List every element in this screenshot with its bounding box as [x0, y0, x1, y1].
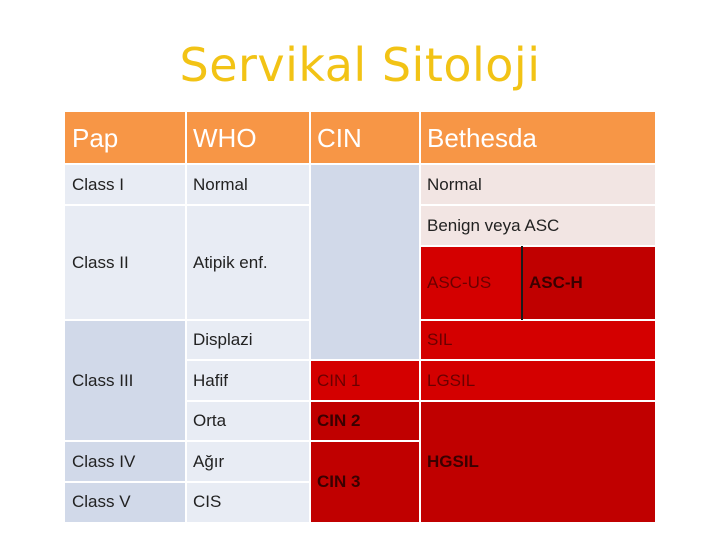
who-cis: CIS — [186, 482, 310, 522]
grid-line — [185, 112, 187, 522]
page-title: Servikal Sitoloji — [179, 38, 541, 92]
bethesda-asc-us: ASC-US — [420, 246, 522, 320]
bethesda-normal: Normal — [420, 164, 655, 205]
bethesda-benign: Benign veya ASC — [420, 205, 655, 246]
grid-line — [65, 440, 420, 442]
cin-empty — [310, 164, 420, 360]
bethesda-sil: SIL — [420, 320, 655, 360]
header-cin: CIN — [310, 112, 420, 164]
who-agir: Ağır — [186, 441, 310, 482]
cin-1: CIN 1 — [310, 360, 420, 401]
grid-line — [65, 319, 310, 321]
bethesda-hgsil: HGSIL — [420, 401, 655, 522]
header-pap: Pap — [65, 112, 186, 164]
pap-class-3: Class III — [65, 320, 186, 441]
cin-3: CIN 3 — [310, 441, 420, 522]
pap-class-4: Class IV — [65, 441, 186, 482]
grid-line — [309, 112, 311, 522]
who-orta: Orta — [186, 401, 310, 441]
pap-class-2: Class II — [65, 205, 186, 320]
who-atipik: Atipik enf. — [186, 205, 310, 320]
grid-line — [65, 481, 310, 483]
who-displazi: Displazi — [186, 320, 310, 360]
grid-line — [420, 319, 655, 321]
who-normal: Normal — [186, 164, 310, 205]
who-hafif: Hafif — [186, 360, 310, 401]
cin-2: CIN 2 — [310, 401, 420, 441]
header-bethesda: Bethesda — [420, 112, 655, 164]
grid-line — [65, 163, 655, 165]
grid-line — [419, 112, 421, 522]
grid-line — [420, 245, 655, 247]
asc-divider — [521, 246, 523, 320]
grid-line — [420, 204, 655, 206]
header-who: WHO — [186, 112, 310, 164]
grid-line — [65, 204, 310, 206]
pap-class-1: Class I — [65, 164, 186, 205]
bethesda-asc-h: ASC-H — [522, 246, 655, 320]
bethesda-lgsil: LGSIL — [420, 360, 655, 401]
pap-class-5: Class V — [65, 482, 186, 522]
